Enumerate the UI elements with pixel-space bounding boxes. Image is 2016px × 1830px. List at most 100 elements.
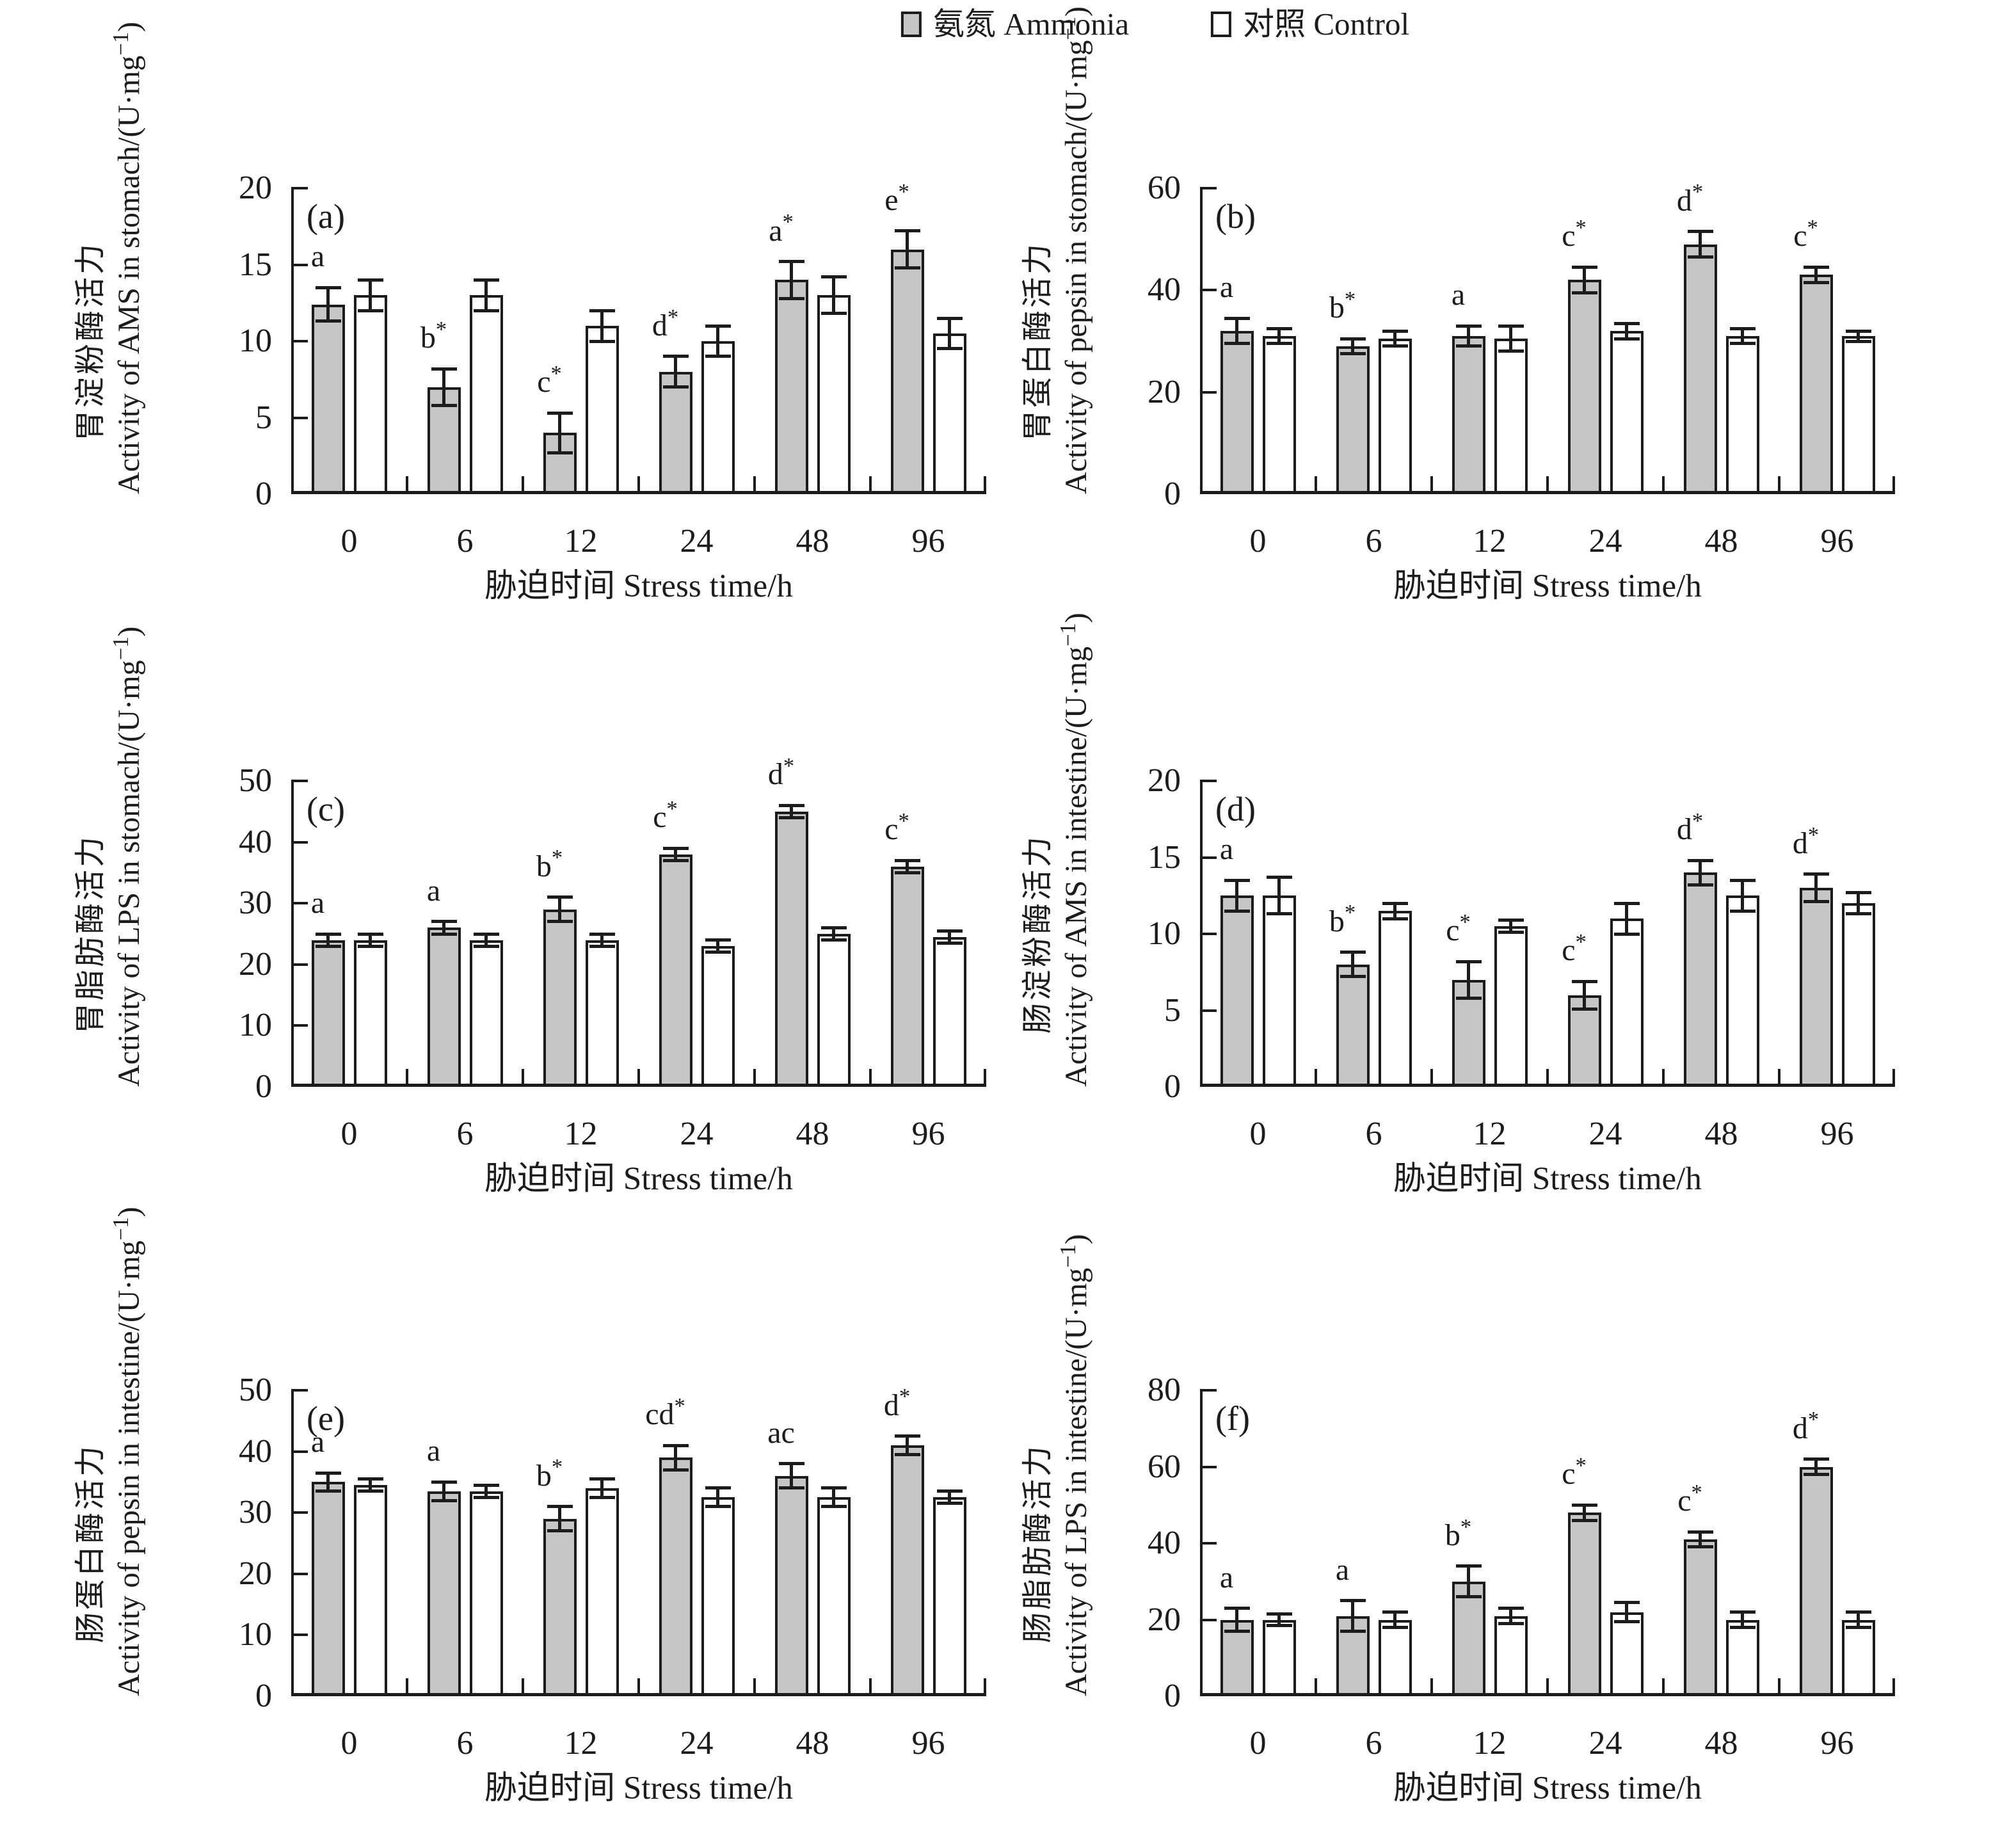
ammonia-bar <box>1567 1513 1601 1696</box>
control-bar <box>701 341 735 494</box>
error-bar-cap <box>1455 1595 1482 1599</box>
sig-label: c* <box>1562 929 1587 968</box>
error-bar <box>674 1445 677 1470</box>
error-bar-cap <box>1571 1007 1597 1011</box>
error-bar-cap <box>1687 883 1713 887</box>
ammonia-bar <box>1799 275 1833 494</box>
x-axis-tick <box>637 1678 640 1696</box>
x-axis-title: 胁迫时间 Stress time/h <box>484 1161 793 1197</box>
y-tick-label: 20 <box>239 945 272 983</box>
error-bar-cap <box>936 1489 963 1493</box>
error-bar <box>906 230 909 268</box>
ammonia-bar <box>890 866 924 1087</box>
control-bar <box>585 940 619 1087</box>
y-tick-label: 20 <box>239 170 272 206</box>
error-bar-cap <box>589 1495 615 1499</box>
error-bar-cap <box>705 1505 731 1509</box>
sig-label: cd* <box>645 1393 685 1432</box>
error-bar-cap <box>894 1452 920 1456</box>
error-bar-cap <box>820 938 847 942</box>
error-bar-cap <box>705 324 731 328</box>
x-tick-label: 0 <box>1249 523 1267 559</box>
error-bar <box>716 1488 719 1507</box>
error-bar-cap <box>473 1483 499 1487</box>
x-tick-label: 0 <box>340 1116 358 1152</box>
x-tick-label: 0 <box>340 523 358 559</box>
x-axis-tick <box>1778 1069 1780 1087</box>
plot-area-a: (a) a b* c* d* a* e* <box>291 180 986 494</box>
x-axis-tick <box>1892 1069 1895 1087</box>
error-bar-cap <box>1845 329 1871 333</box>
error-bar-cap <box>1340 352 1366 356</box>
error-bar <box>832 277 835 314</box>
ammonia-legend-label: 氨氮 Ammonia <box>932 6 1130 42</box>
x-tick-label: 96 <box>911 1725 945 1762</box>
error-bar-cap <box>547 1505 573 1509</box>
ammonia-bar <box>659 854 692 1087</box>
sig-label: b* <box>420 317 447 355</box>
x-tick-label: 48 <box>796 1725 829 1762</box>
control-bar <box>1725 1619 1759 1696</box>
sig-label: b* <box>1444 1514 1472 1552</box>
error-bar <box>1625 1602 1628 1622</box>
y-axis-title-zh: 肠淀粉酶活力 <box>1021 834 1055 1034</box>
x-tick-label: 96 <box>911 1116 945 1152</box>
y-tick-label: 0 <box>1164 476 1181 512</box>
plot-area-c: (c) a a b* c* d* c* <box>291 754 986 1087</box>
error-bar-cap <box>894 871 920 874</box>
ammonia-bar <box>890 1445 924 1696</box>
error-bar-cap <box>1266 876 1292 879</box>
sig-label: a <box>310 886 325 920</box>
y-tick-label: 20 <box>1148 762 1181 799</box>
y-axis-tick <box>1200 187 1217 189</box>
y-tick-label: 5 <box>1164 991 1181 1029</box>
error-bar-cap <box>431 932 457 936</box>
error-bar <box>484 1485 488 1498</box>
error-bar-cap <box>1729 342 1756 346</box>
sig-label: a <box>1451 278 1466 312</box>
error-bar <box>1699 1532 1702 1547</box>
error-bar <box>1583 1505 1586 1521</box>
error-bar <box>1235 880 1238 911</box>
control-bar <box>1841 1619 1875 1696</box>
control-bar <box>701 1497 735 1696</box>
sig-label: a <box>310 239 325 274</box>
error-bar <box>442 1482 445 1501</box>
error-bar-cap <box>315 285 341 289</box>
x-axis-tick <box>1546 476 1549 494</box>
sig-label: d* <box>652 305 679 342</box>
ammonia-bar <box>1336 964 1370 1087</box>
sig-label: a <box>1219 270 1234 305</box>
error-bar-cap <box>1382 329 1408 333</box>
ammonia-bar <box>427 927 461 1087</box>
x-axis-title: 胁迫时间 Stress time/h <box>1393 1770 1702 1806</box>
error-bar <box>326 287 330 321</box>
error-bar <box>369 1479 372 1491</box>
error-bar <box>442 369 445 406</box>
error-bar-cap <box>589 339 615 343</box>
y-axis-tick <box>291 780 308 782</box>
error-bar <box>1583 267 1586 293</box>
error-bar-cap <box>778 803 804 807</box>
control-bar <box>932 333 966 494</box>
x-axis-tick <box>1892 1678 1895 1696</box>
y-axis-tick <box>1200 933 1217 935</box>
error-bar-cap <box>315 319 341 323</box>
error-bar <box>790 805 793 818</box>
x-tick-label: 96 <box>911 523 945 559</box>
y-tick-label: 10 <box>1148 915 1181 952</box>
y-axis-tick <box>291 902 308 905</box>
y-axis-tick <box>291 840 308 844</box>
x-tick-label: 12 <box>564 523 598 559</box>
ammonia-bar <box>1799 888 1833 1087</box>
error-bar <box>1393 1612 1396 1628</box>
x-tick-label: 6 <box>456 1116 474 1152</box>
y-axis-title: 胃蛋白酶活力 Activity of pepsin in stomach/(U·m… <box>1019 6 1134 494</box>
sig-label: d* <box>767 753 795 792</box>
error-bar <box>600 934 604 947</box>
error-bar <box>1277 1614 1281 1626</box>
error-bar <box>1509 326 1512 351</box>
x-tick-label: 48 <box>796 1116 829 1152</box>
control-swatch-icon <box>1211 12 1232 37</box>
error-bar-cap <box>1224 342 1250 346</box>
